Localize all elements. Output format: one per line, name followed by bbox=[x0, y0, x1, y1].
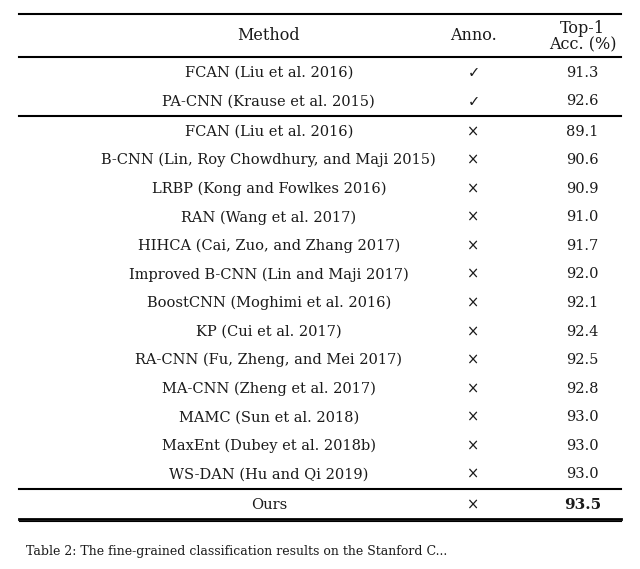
Text: 91.7: 91.7 bbox=[566, 239, 598, 253]
Text: 92.8: 92.8 bbox=[566, 382, 598, 395]
Text: 92.0: 92.0 bbox=[566, 267, 598, 282]
Text: 92.5: 92.5 bbox=[566, 353, 598, 367]
Text: WS-DAN (Hu and Qi 2019): WS-DAN (Hu and Qi 2019) bbox=[169, 467, 369, 481]
Text: ✓: ✓ bbox=[467, 94, 480, 109]
Text: FCAN (Liu et al. 2016): FCAN (Liu et al. 2016) bbox=[184, 66, 353, 80]
Text: Acc. (%): Acc. (%) bbox=[548, 36, 616, 53]
Text: B-CNN (Lin, Roy Chowdhury, and Maji 2015): B-CNN (Lin, Roy Chowdhury, and Maji 2015… bbox=[101, 153, 436, 167]
Text: Top-1: Top-1 bbox=[560, 20, 605, 37]
Text: RAN (Wang et al. 2017): RAN (Wang et al. 2017) bbox=[181, 210, 356, 225]
Text: 91.3: 91.3 bbox=[566, 66, 598, 80]
Text: ×: × bbox=[467, 324, 480, 339]
Text: ✓: ✓ bbox=[467, 65, 480, 80]
Text: 93.0: 93.0 bbox=[566, 410, 598, 424]
Text: MA-CNN (Zheng et al. 2017): MA-CNN (Zheng et al. 2017) bbox=[162, 382, 376, 396]
Text: ×: × bbox=[467, 438, 480, 453]
Text: PA-CNN (Krause et al. 2015): PA-CNN (Krause et al. 2015) bbox=[163, 94, 375, 109]
Text: KP (Cui et al. 2017): KP (Cui et al. 2017) bbox=[196, 324, 342, 339]
Text: Ours: Ours bbox=[251, 498, 287, 512]
Text: ×: × bbox=[467, 497, 480, 512]
Text: 92.4: 92.4 bbox=[566, 324, 598, 339]
Text: ×: × bbox=[467, 381, 480, 396]
Text: ×: × bbox=[467, 467, 480, 482]
Text: 93.5: 93.5 bbox=[564, 498, 601, 512]
Text: ×: × bbox=[467, 267, 480, 282]
Text: 91.0: 91.0 bbox=[566, 211, 598, 224]
Text: 92.1: 92.1 bbox=[566, 296, 598, 310]
Text: Table 2: The fine-grained classification results on the Stanford C...: Table 2: The fine-grained classification… bbox=[26, 546, 447, 558]
Text: 89.1: 89.1 bbox=[566, 125, 598, 139]
Text: Anno.: Anno. bbox=[450, 27, 497, 44]
Text: MaxEnt (Dubey et al. 2018b): MaxEnt (Dubey et al. 2018b) bbox=[162, 439, 376, 453]
Text: Improved B-CNN (Lin and Maji 2017): Improved B-CNN (Lin and Maji 2017) bbox=[129, 267, 409, 282]
Text: 90.9: 90.9 bbox=[566, 182, 598, 196]
Text: ×: × bbox=[467, 152, 480, 168]
Text: FCAN (Liu et al. 2016): FCAN (Liu et al. 2016) bbox=[184, 125, 353, 139]
Text: 90.6: 90.6 bbox=[566, 153, 598, 167]
Text: ×: × bbox=[467, 124, 480, 139]
Text: ×: × bbox=[467, 410, 480, 425]
Text: HIHCA (Cai, Zuo, and Zhang 2017): HIHCA (Cai, Zuo, and Zhang 2017) bbox=[138, 239, 400, 253]
Text: RA-CNN (Fu, Zheng, and Mei 2017): RA-CNN (Fu, Zheng, and Mei 2017) bbox=[135, 353, 403, 368]
Text: ×: × bbox=[467, 238, 480, 253]
Text: 93.0: 93.0 bbox=[566, 467, 598, 481]
Text: LRBP (Kong and Fowlkes 2016): LRBP (Kong and Fowlkes 2016) bbox=[152, 182, 386, 196]
Text: MAMC (Sun et al. 2018): MAMC (Sun et al. 2018) bbox=[179, 410, 359, 424]
Text: 93.0: 93.0 bbox=[566, 439, 598, 453]
Text: 92.6: 92.6 bbox=[566, 94, 598, 109]
Text: Method: Method bbox=[237, 27, 300, 44]
Text: ×: × bbox=[467, 295, 480, 311]
Text: BoostCNN (Moghimi et al. 2016): BoostCNN (Moghimi et al. 2016) bbox=[147, 296, 391, 310]
Text: ×: × bbox=[467, 210, 480, 225]
Text: ×: × bbox=[467, 182, 480, 196]
Text: ×: × bbox=[467, 353, 480, 368]
